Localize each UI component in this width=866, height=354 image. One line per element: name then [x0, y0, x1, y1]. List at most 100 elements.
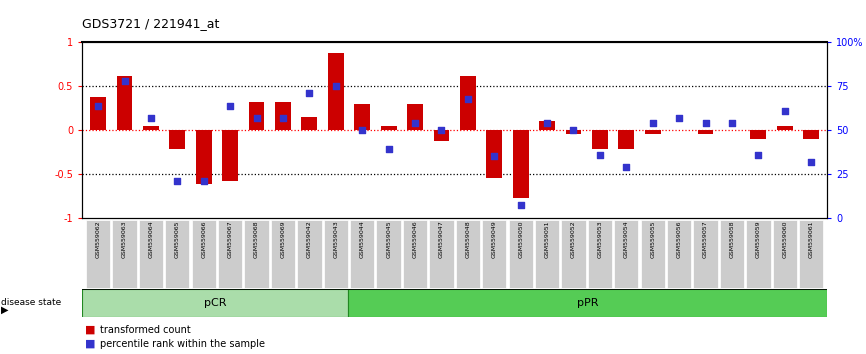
Text: percentile rank within the sample: percentile rank within the sample — [100, 339, 265, 349]
Bar — [86, 220, 110, 288]
Bar — [430, 220, 454, 288]
Bar — [324, 220, 348, 288]
Text: GSM559053: GSM559053 — [598, 220, 603, 258]
Bar — [348, 289, 827, 317]
Point — [752, 152, 766, 158]
Text: transformed count: transformed count — [100, 325, 191, 335]
Bar — [275, 102, 291, 130]
Bar — [403, 220, 427, 288]
Bar — [165, 220, 190, 288]
Text: GSM559063: GSM559063 — [122, 220, 127, 258]
Text: GSM559050: GSM559050 — [518, 220, 523, 258]
Point — [461, 96, 475, 101]
Text: GSM559066: GSM559066 — [201, 220, 206, 258]
Point — [593, 152, 607, 158]
Bar — [82, 289, 348, 317]
Point — [329, 84, 343, 89]
Bar — [377, 220, 401, 288]
Bar — [196, 130, 211, 184]
Text: GSM559057: GSM559057 — [703, 220, 708, 258]
Bar — [592, 130, 608, 149]
Text: GSM559046: GSM559046 — [412, 220, 417, 258]
Bar — [513, 130, 528, 199]
Text: GSM559068: GSM559068 — [254, 220, 259, 258]
Point — [408, 120, 422, 126]
Bar — [143, 126, 158, 130]
Point — [646, 120, 660, 126]
Bar — [223, 130, 238, 181]
Text: GSM559042: GSM559042 — [307, 220, 312, 258]
Point — [249, 115, 263, 121]
Bar — [350, 220, 374, 288]
Point — [435, 127, 449, 133]
Bar — [540, 121, 555, 130]
Bar — [301, 117, 317, 130]
Point — [276, 115, 290, 121]
Point — [805, 159, 818, 165]
Bar — [720, 220, 744, 288]
Text: GSM559060: GSM559060 — [782, 220, 787, 258]
Bar — [249, 102, 264, 130]
Point — [223, 103, 237, 108]
Bar — [434, 130, 449, 141]
Bar — [170, 130, 185, 149]
Text: GSM559056: GSM559056 — [676, 220, 682, 258]
Bar — [535, 220, 559, 288]
Point — [197, 178, 210, 184]
Bar — [799, 220, 824, 288]
Point — [118, 78, 132, 84]
Text: GDS3721 / 221941_at: GDS3721 / 221941_at — [82, 17, 220, 30]
Bar — [698, 130, 714, 135]
Point — [382, 147, 396, 152]
Text: GSM559064: GSM559064 — [148, 220, 153, 258]
Bar — [297, 220, 321, 288]
Bar — [508, 220, 533, 288]
Text: pCR: pCR — [204, 298, 227, 308]
Bar — [645, 130, 661, 135]
Text: ■: ■ — [85, 339, 95, 349]
Bar — [328, 53, 344, 130]
Text: GSM559062: GSM559062 — [95, 220, 100, 258]
Bar — [777, 126, 792, 130]
Bar — [407, 104, 423, 130]
Bar — [561, 220, 585, 288]
Point — [619, 164, 633, 170]
Text: GSM559045: GSM559045 — [386, 220, 391, 258]
Point — [355, 127, 369, 133]
Bar — [772, 220, 797, 288]
Text: GSM559043: GSM559043 — [333, 220, 339, 258]
Point — [488, 154, 501, 159]
Bar — [641, 220, 665, 288]
Text: GSM559058: GSM559058 — [729, 220, 734, 258]
Text: GSM559044: GSM559044 — [359, 220, 365, 258]
Point — [725, 120, 739, 126]
Bar — [218, 220, 242, 288]
Bar — [482, 220, 507, 288]
Bar — [751, 130, 766, 139]
Text: GSM559059: GSM559059 — [756, 220, 761, 258]
Point — [566, 127, 580, 133]
Text: ■: ■ — [85, 325, 95, 335]
Bar — [588, 220, 612, 288]
Text: GSM559054: GSM559054 — [624, 220, 629, 258]
Bar — [244, 220, 268, 288]
Text: GSM559069: GSM559069 — [281, 220, 286, 258]
Bar — [460, 76, 475, 130]
Point — [171, 178, 184, 184]
Bar — [746, 220, 771, 288]
Bar — [117, 76, 132, 130]
Point — [144, 115, 158, 121]
Point — [778, 108, 792, 114]
Text: ▶: ▶ — [1, 305, 9, 315]
Bar — [271, 220, 295, 288]
Bar — [191, 220, 216, 288]
Bar — [354, 104, 370, 130]
Point — [540, 120, 554, 126]
Text: GSM559061: GSM559061 — [809, 220, 814, 258]
Bar — [565, 130, 581, 135]
Bar — [694, 220, 718, 288]
Bar — [90, 97, 106, 130]
Bar — [113, 220, 137, 288]
Text: disease state: disease state — [1, 298, 61, 307]
Bar — [667, 220, 691, 288]
